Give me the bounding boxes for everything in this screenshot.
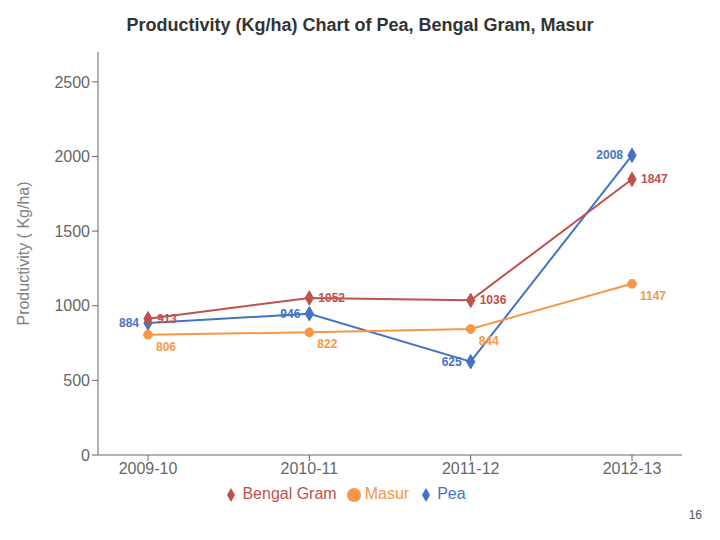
html-text:Masur: Masur xyxy=(364,485,410,502)
svg-text:2011-12: 2011-12 xyxy=(442,460,500,477)
html-text:16: 16 xyxy=(688,508,702,522)
svg-text:844: 844 xyxy=(479,334,499,348)
svg-text:1052: 1052 xyxy=(318,291,345,305)
svg-text:2000: 2000 xyxy=(54,148,90,165)
svg-text:500: 500 xyxy=(63,372,90,389)
svg-text:946: 946 xyxy=(280,307,300,321)
svg-text:1500: 1500 xyxy=(54,223,90,240)
svg-text:2008: 2008 xyxy=(596,148,623,162)
svg-text:Productivity ( Kg/ha): Productivity ( Kg/ha) xyxy=(15,181,32,325)
svg-text:806: 806 xyxy=(156,340,176,354)
svg-text:625: 625 xyxy=(442,355,462,369)
svg-text:0: 0 xyxy=(81,447,90,464)
svg-text:913: 913 xyxy=(157,312,177,326)
svg-text:1036: 1036 xyxy=(480,293,507,307)
svg-text:884: 884 xyxy=(119,316,139,330)
html-text:Productivity (Kg/ha) Chart of: Productivity (Kg/ha) Chart of Pea, Benga… xyxy=(126,15,594,35)
svg-text:1000: 1000 xyxy=(54,297,90,314)
svg-text:1147: 1147 xyxy=(640,289,666,303)
html-text:Pea: Pea xyxy=(437,485,466,502)
svg-text:2500: 2500 xyxy=(54,74,90,91)
svg-text:1847: 1847 xyxy=(641,172,668,186)
svg-text:2009-10: 2009-10 xyxy=(119,460,178,477)
svg-text:2010-11: 2010-11 xyxy=(281,460,339,477)
html-text:Bengal Gram: Bengal Gram xyxy=(242,485,337,502)
svg-text:2012-13: 2012-13 xyxy=(603,460,662,477)
svg-text:822: 822 xyxy=(317,337,337,351)
